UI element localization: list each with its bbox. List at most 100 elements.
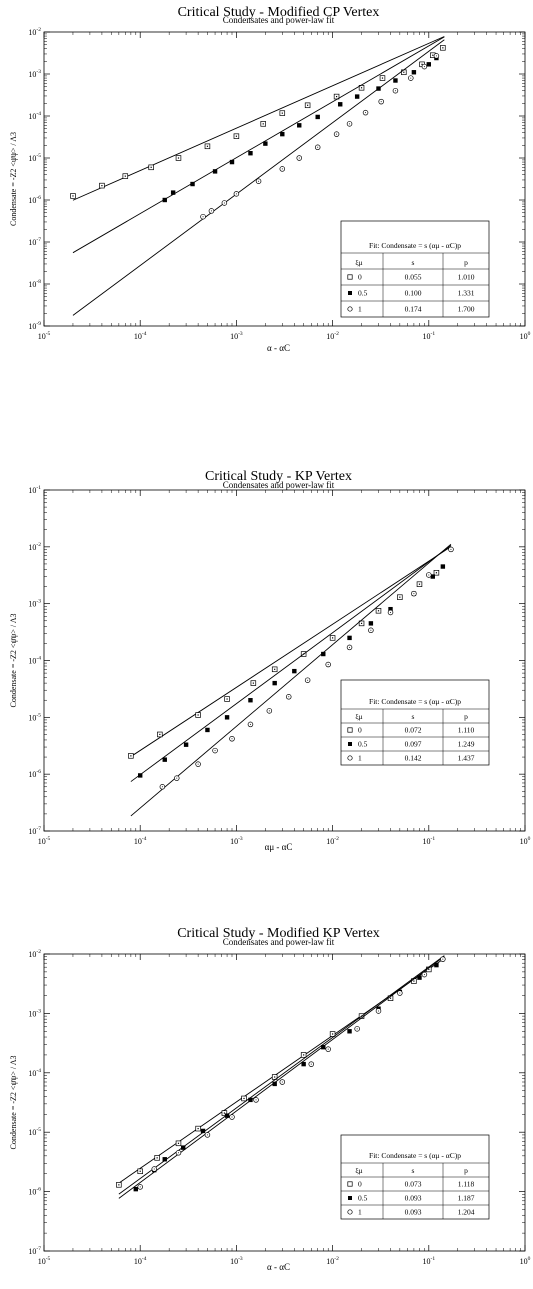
legend-marker-open-circle — [347, 755, 353, 761]
data-point-filled-square — [263, 141, 268, 146]
x-axis-label: α - αC — [267, 1262, 290, 1272]
data-point-center-dot — [428, 574, 430, 576]
legend-marker-open-square — [347, 727, 353, 733]
data-point-filled-square — [224, 715, 230, 720]
legend-header-0: ξμ — [355, 258, 362, 267]
data-point-filled-square — [212, 169, 218, 174]
legend-p-value: 1.204 — [458, 1208, 475, 1217]
legend-p-value: 1.700 — [458, 305, 475, 314]
data-point-center-dot — [307, 679, 309, 681]
data-point-filled-square — [292, 668, 297, 674]
data-point-center-dot — [235, 193, 237, 195]
fit-line-filled-square — [72, 36, 445, 254]
legend-xi-value: 1 — [358, 1208, 362, 1217]
legend-s-value: 0.093 — [405, 1194, 422, 1203]
legend-marker-filled-square — [348, 291, 352, 295]
data-point-filled-square — [440, 564, 446, 569]
y-tick-label: 10-1 — [28, 485, 41, 495]
data-point-center-dot — [274, 1076, 276, 1078]
legend-s-value: 0.055 — [405, 273, 422, 282]
legend-p-value: 1.118 — [458, 1180, 475, 1189]
legend-p-value: 1.437 — [458, 754, 475, 763]
data-point-center-dot — [177, 157, 180, 159]
data-point-center-dot — [303, 1054, 305, 1056]
data-point-center-dot — [177, 1152, 179, 1154]
y-tick-label: 10-2 — [28, 27, 41, 37]
y-tick-label: 10-4 — [28, 1068, 41, 1078]
data-point-center-dot — [130, 755, 132, 757]
legend-table: Fit: Condensate = s (αμ - αC)p ξμ s p 0 0.072… — [340, 679, 490, 766]
x-tick-label: 10-1 — [423, 836, 436, 846]
data-point-center-dot — [432, 54, 434, 56]
data-point-center-dot — [101, 185, 103, 187]
fit-line-open-circle — [118, 956, 445, 1199]
data-point-center-dot — [274, 668, 276, 670]
data-point-filled-square — [248, 1097, 253, 1103]
legend-title: Fit: Condensate = s (αμ - αC)p — [369, 697, 461, 706]
chart-subtitle: Condensates and power-law fit — [223, 15, 335, 25]
x-tick-label: 10-3 — [230, 836, 243, 846]
data-point-center-dot — [258, 180, 260, 182]
data-point-filled-square — [315, 114, 320, 120]
data-point-center-dot — [177, 1142, 180, 1144]
data-point-center-dot — [288, 696, 290, 698]
data-point-center-dot — [403, 71, 405, 73]
data-point-center-dot — [197, 1127, 199, 1130]
data-point-center-dot — [389, 997, 392, 999]
data-point-center-dot — [413, 593, 415, 595]
data-point-center-dot — [206, 145, 209, 147]
data-point-center-dot — [394, 90, 396, 92]
data-point-filled-square — [347, 1029, 352, 1034]
data-point-center-dot — [442, 958, 444, 960]
x-tick-label: 10-4 — [134, 836, 147, 846]
chart-subtitle: Condensates and power-law fit — [223, 937, 335, 947]
data-point-center-dot — [139, 1186, 141, 1188]
legend-marker-filled-square — [348, 742, 352, 746]
legend-marker-filled-square — [348, 1196, 352, 1200]
x-tick-label: 100 — [520, 331, 531, 341]
data-point-filled-square — [426, 62, 431, 67]
data-point-center-dot — [335, 95, 338, 98]
legend-header-1: s — [412, 258, 415, 267]
data-point-filled-square — [354, 94, 360, 99]
data-point-filled-square — [272, 1081, 277, 1087]
x-axis-label: α - αC — [267, 343, 290, 353]
data-point-center-dot — [281, 112, 283, 114]
plot-area — [70, 36, 446, 316]
data-point-center-dot — [410, 77, 412, 79]
data-point-center-dot — [360, 622, 363, 624]
data-point-center-dot — [249, 723, 251, 725]
fit-line-filled-square — [130, 545, 452, 782]
x-tick-label: 10-5 — [38, 1256, 51, 1266]
data-point-filled-square — [181, 1145, 186, 1150]
data-point-filled-square — [430, 574, 435, 579]
data-point-center-dot — [197, 714, 199, 716]
legend-title: Fit: Condensate = s (αμ - αC)p — [369, 1151, 461, 1160]
data-point-center-dot — [214, 750, 216, 752]
data-point-filled-square — [393, 78, 398, 83]
y-axis-label: Condensate = -Z2 <ψ̄ψ> / Λ3 — [9, 1055, 18, 1149]
y-tick-label: 10-9 — [28, 321, 41, 331]
data-point-center-dot — [202, 216, 204, 218]
legend-s-value: 0.093 — [405, 1208, 422, 1217]
legend-header-0: ξμ — [355, 712, 362, 721]
legend-p-value: 1.110 — [458, 726, 475, 735]
y-tick-label: 10-7 — [28, 1246, 41, 1256]
data-point-center-dot — [399, 596, 401, 598]
data-point-filled-square — [272, 680, 277, 686]
legend-header-2: p — [464, 1166, 468, 1175]
x-axis-label: αμ - αC — [265, 842, 293, 852]
legend-header-2: p — [464, 258, 468, 267]
y-tick-label: 10-2 — [28, 542, 41, 552]
y-tick-label: 10-5 — [28, 1127, 41, 1137]
data-point-center-dot — [370, 629, 372, 631]
data-point-center-dot — [298, 157, 300, 159]
y-tick-label: 10-4 — [28, 656, 41, 666]
data-point-center-dot — [268, 710, 270, 712]
legend-table: Fit: Condensate = s (αμ - αC)p ξμ s p 0 0.073… — [340, 1134, 490, 1220]
legend-title: Fit: Condensate = s (αμ - αC)p — [369, 241, 461, 250]
data-point-center-dot — [327, 664, 329, 666]
legend-header-0: ξμ — [355, 1166, 362, 1175]
y-tick-label: 10-5 — [28, 712, 41, 722]
